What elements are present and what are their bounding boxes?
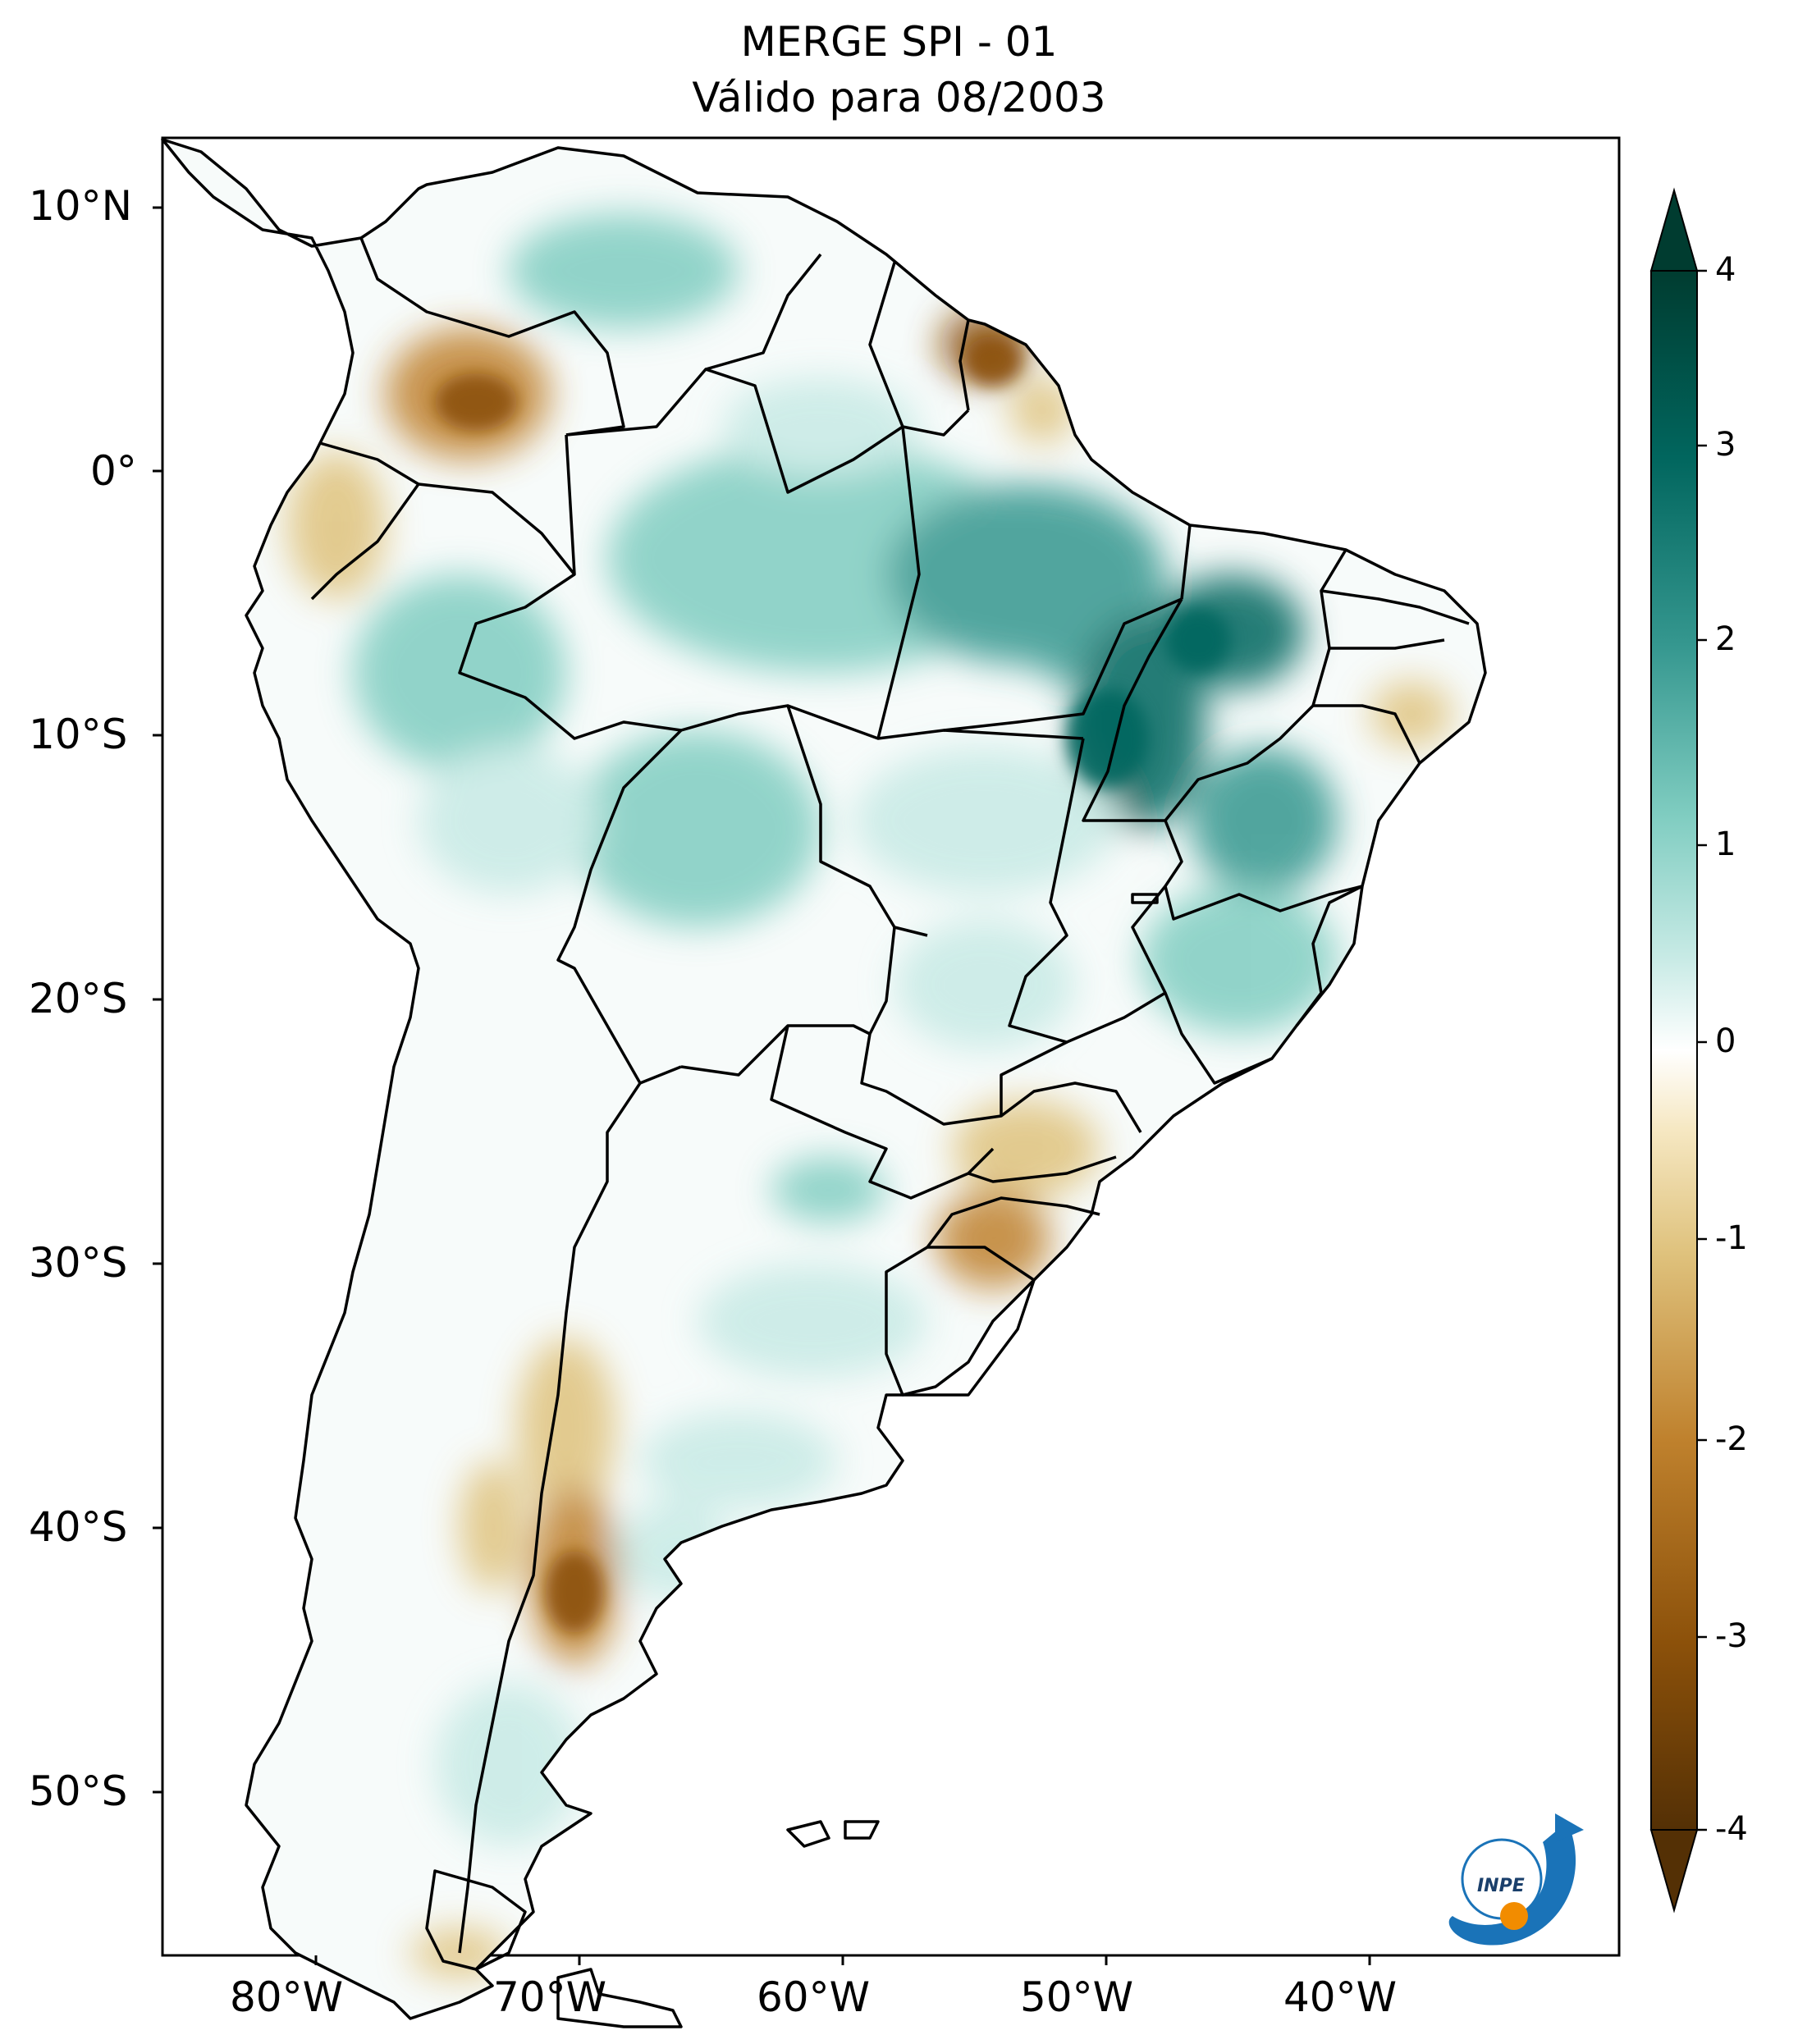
lon-label-80w: 80°W (230, 1973, 344, 2021)
lon-label-40w: 40°W (1283, 1973, 1398, 2021)
inpe-logo-text: INPE (1477, 1876, 1525, 1896)
colorbar (1649, 187, 1707, 1914)
country-borders (161, 138, 1487, 2028)
colorbar-label-2: 2 (1715, 620, 1736, 658)
lon-label-50w: 50°W (1020, 1973, 1134, 2021)
colorbar-label-neg2: -2 (1715, 1420, 1748, 1458)
colorbar-label-neg4: -4 (1715, 1810, 1748, 1848)
colorbar-label-3: 3 (1715, 426, 1736, 464)
lat-label-10s: 10°S (29, 711, 128, 758)
map-title: MERGE SPI - 01 (740, 18, 1058, 66)
lat-label-40s: 40°S (29, 1503, 128, 1551)
lat-label-10n: 10°N (29, 182, 133, 230)
colorbar-label-neg3: -3 (1715, 1617, 1748, 1655)
lon-label-60w: 60°W (757, 1973, 871, 2021)
colorbar-label-0: 0 (1715, 1022, 1736, 1060)
inpe-logo: INPE (1448, 1813, 1584, 1946)
lat-label-0: 0° (90, 447, 137, 495)
lat-label-50s: 50°S (29, 1767, 128, 1815)
spi-field (287, 213, 1453, 1978)
colorbar-label-neg1: -1 (1715, 1219, 1748, 1257)
colorbar-label-4: 4 (1715, 251, 1736, 289)
axis-ticks (153, 206, 1371, 1965)
map-subtitle: Válido para 08/2003 (692, 74, 1106, 121)
lat-label-20s: 20°S (29, 975, 128, 1022)
colorbar-label-1: 1 (1715, 825, 1736, 863)
lat-label-30s: 30°S (29, 1239, 128, 1287)
lon-label-70w: 70°W (493, 1973, 607, 2021)
